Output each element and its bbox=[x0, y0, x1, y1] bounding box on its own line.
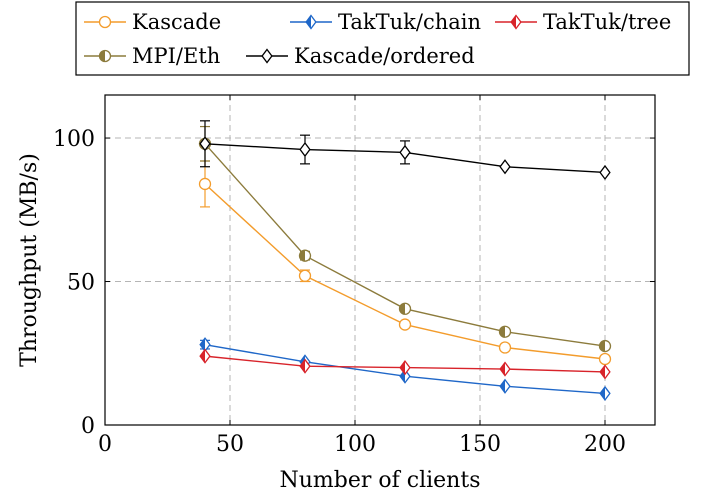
series-layer bbox=[200, 121, 611, 400]
y-tick-label: 0 bbox=[81, 414, 95, 439]
plot-frame bbox=[105, 95, 655, 425]
data-point bbox=[500, 160, 510, 173]
x-tick-label: 50 bbox=[216, 432, 244, 457]
y-axis-title: Throughput (MB/s) bbox=[17, 153, 42, 367]
data-point bbox=[200, 178, 211, 189]
legend-label: MPI/Eth bbox=[132, 44, 220, 68]
legend-marker bbox=[100, 51, 111, 62]
data-point bbox=[500, 363, 510, 376]
y-tick-label: 100 bbox=[53, 127, 95, 152]
data-point bbox=[300, 250, 311, 261]
legend-marker bbox=[100, 17, 111, 28]
series-kascade bbox=[200, 161, 611, 365]
data-point bbox=[500, 326, 511, 337]
x-tick-label: 150 bbox=[459, 432, 501, 457]
data-point bbox=[600, 341, 611, 352]
data-point bbox=[500, 342, 511, 353]
legend-label: TakTuk/tree bbox=[543, 10, 671, 34]
data-point bbox=[600, 354, 611, 365]
data-point bbox=[400, 361, 410, 374]
data-point bbox=[300, 143, 310, 156]
data-point bbox=[300, 270, 311, 281]
data-point bbox=[400, 303, 411, 314]
marker-fill bbox=[500, 363, 505, 376]
marker-fill bbox=[600, 387, 605, 400]
x-axis-title: Number of clients bbox=[280, 468, 481, 493]
legend-label: Kascade bbox=[132, 10, 221, 34]
axis-ticks: 0 50 100 150 200 0 50 100 bbox=[53, 95, 655, 457]
data-point bbox=[600, 365, 610, 378]
x-tick-label: 200 bbox=[584, 432, 626, 457]
legend: Kascade TakTuk/chain TakTuk/tree MPI/Eth Kas… bbox=[76, 2, 689, 75]
data-point bbox=[600, 387, 610, 400]
grid bbox=[105, 95, 655, 425]
y-tick-label: 50 bbox=[67, 271, 95, 296]
x-tick-label: 100 bbox=[334, 432, 376, 457]
data-point bbox=[500, 380, 510, 393]
legend-label: Kascade/ordered bbox=[294, 44, 475, 68]
x-tick-label: 0 bbox=[98, 432, 112, 457]
data-point bbox=[400, 146, 410, 159]
marker-fill bbox=[600, 365, 605, 378]
series-kascade-ordered bbox=[200, 121, 610, 179]
marker-fill bbox=[500, 380, 505, 393]
data-point bbox=[400, 319, 411, 330]
data-point bbox=[200, 350, 210, 363]
series-line-mpi-eth bbox=[205, 144, 605, 346]
legend-label: TakTuk/chain bbox=[338, 10, 481, 34]
marker-fill bbox=[200, 350, 205, 363]
data-point bbox=[600, 166, 610, 179]
